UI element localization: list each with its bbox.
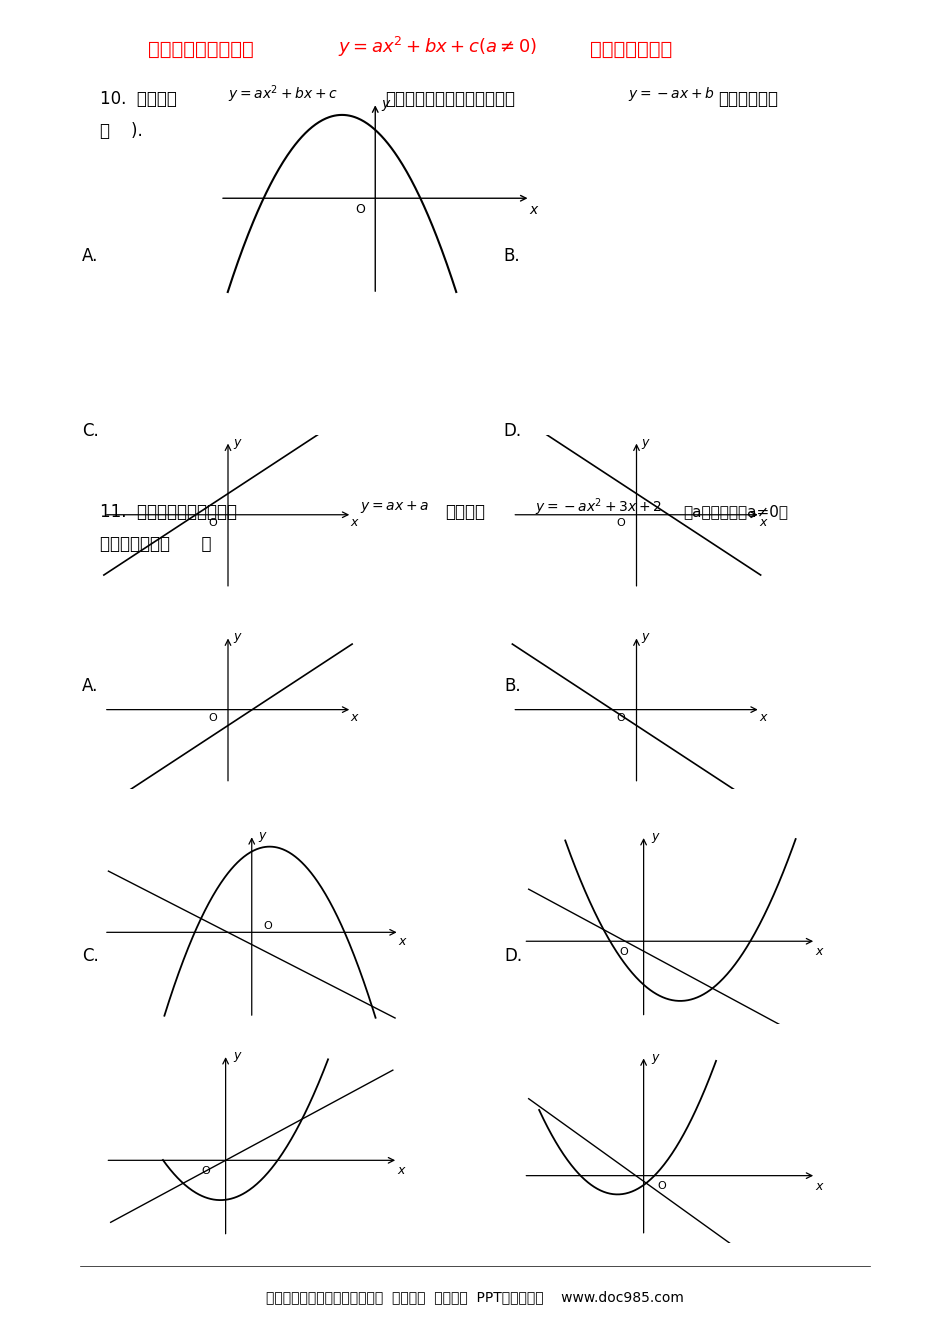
Text: x: x [759, 711, 767, 724]
Text: 和抛物线: 和抛物线 [445, 503, 485, 521]
Text: x: x [351, 516, 358, 530]
Text: C.: C. [82, 422, 99, 439]
Text: B.: B. [503, 247, 520, 265]
Text: 的图象可能是（      ）: 的图象可能是（ ） [100, 535, 212, 552]
Text: C.: C. [82, 948, 99, 965]
Text: （    ).: （ ). [100, 122, 142, 140]
Text: x: x [351, 711, 358, 724]
Text: y: y [641, 435, 649, 449]
Text: y: y [257, 829, 265, 843]
Text: O: O [208, 519, 217, 528]
Text: D.: D. [503, 422, 522, 439]
Text: O: O [617, 519, 625, 528]
Text: $y=ax+a$: $y=ax+a$ [360, 499, 429, 515]
Text: O: O [263, 921, 272, 930]
Text: 【类型四】二次函数: 【类型四】二次函数 [148, 39, 260, 59]
Text: 11.  在同一坐标系中，直线: 11. 在同一坐标系中，直线 [100, 503, 237, 521]
Text: y: y [652, 1051, 658, 1064]
Text: 各项系数的符号: 各项系数的符号 [590, 39, 673, 59]
Text: O: O [208, 714, 217, 723]
Text: 的图象如图所示，则一次函数: 的图象如图所示，则一次函数 [385, 90, 515, 108]
Text: $y=ax^2+bx+c$: $y=ax^2+bx+c$ [228, 83, 338, 105]
Text: x: x [397, 1164, 405, 1177]
Text: B.: B. [504, 677, 521, 695]
Text: 小学、初中、高中各种试卷真题  知识归纳  文案合同  PPT等免费下载    www.doc985.com: 小学、初中、高中各种试卷真题 知识归纳 文案合同 PPT等免费下载 www.do… [266, 1290, 684, 1304]
Text: y: y [234, 1050, 240, 1062]
Text: y: y [652, 831, 658, 843]
Text: D.: D. [504, 948, 523, 965]
Text: $y=-ax^2+3x+2$: $y=-ax^2+3x+2$ [535, 496, 662, 517]
Text: A.: A. [82, 677, 99, 695]
Text: O: O [619, 948, 628, 957]
Text: 10.  二次函数: 10. 二次函数 [100, 90, 177, 108]
Text: $y=-ax+b$: $y=-ax+b$ [628, 85, 714, 103]
Text: A.: A. [82, 247, 99, 265]
Text: 的图象大致是: 的图象大致是 [718, 90, 778, 108]
Text: O: O [201, 1167, 210, 1176]
Text: x: x [815, 1180, 823, 1192]
Text: x: x [815, 945, 823, 958]
Text: y: y [233, 435, 240, 449]
Text: y: y [641, 630, 649, 644]
Text: $y = ax^2 + bx + c(a \neq 0)$: $y = ax^2 + bx + c(a \neq 0)$ [338, 35, 538, 59]
Text: x: x [398, 935, 406, 948]
Text: y: y [381, 98, 390, 112]
Text: O: O [657, 1181, 666, 1191]
Text: （a是常数，且a≠0）: （a是常数，且a≠0） [683, 504, 788, 520]
Text: O: O [617, 714, 625, 723]
Text: x: x [759, 516, 767, 530]
Text: x: x [529, 203, 538, 216]
Text: y: y [233, 630, 240, 644]
Text: O: O [354, 203, 365, 216]
